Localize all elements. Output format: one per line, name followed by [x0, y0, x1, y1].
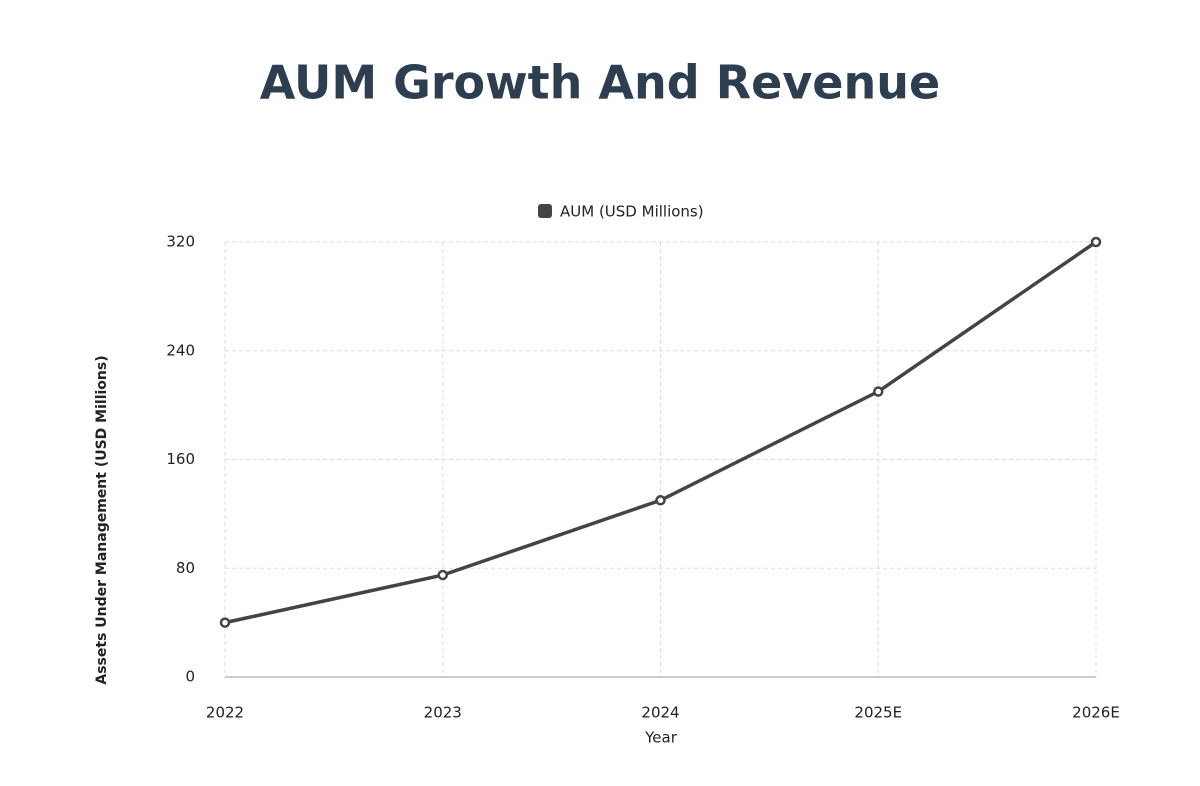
- y-tick-label: 320: [166, 233, 195, 251]
- y-axis-title: Assets Under Management (USD Millions): [94, 355, 110, 684]
- x-tick-label: 2026E: [1072, 704, 1120, 722]
- x-tick-label: 2023: [424, 704, 462, 722]
- data-point: [873, 386, 884, 397]
- y-tick-label: 80: [176, 559, 195, 577]
- data-point: [1090, 236, 1102, 248]
- x-tick-label: 2025E: [854, 704, 902, 722]
- x-tick-label: 2024: [641, 704, 679, 722]
- legend-swatch: [538, 204, 552, 218]
- y-tick-label: 0: [185, 668, 195, 686]
- data-point: [655, 495, 666, 506]
- x-axis-title: Year: [644, 729, 678, 747]
- chart-title: AUM Growth And Revenue: [260, 56, 940, 110]
- x-tick-label: 2022: [206, 704, 244, 722]
- y-tick-label: 160: [166, 450, 195, 468]
- legend-label: AUM (USD Millions): [560, 203, 704, 221]
- y-tick-label: 240: [166, 341, 195, 359]
- data-point: [219, 617, 231, 628]
- data-point: [437, 569, 448, 581]
